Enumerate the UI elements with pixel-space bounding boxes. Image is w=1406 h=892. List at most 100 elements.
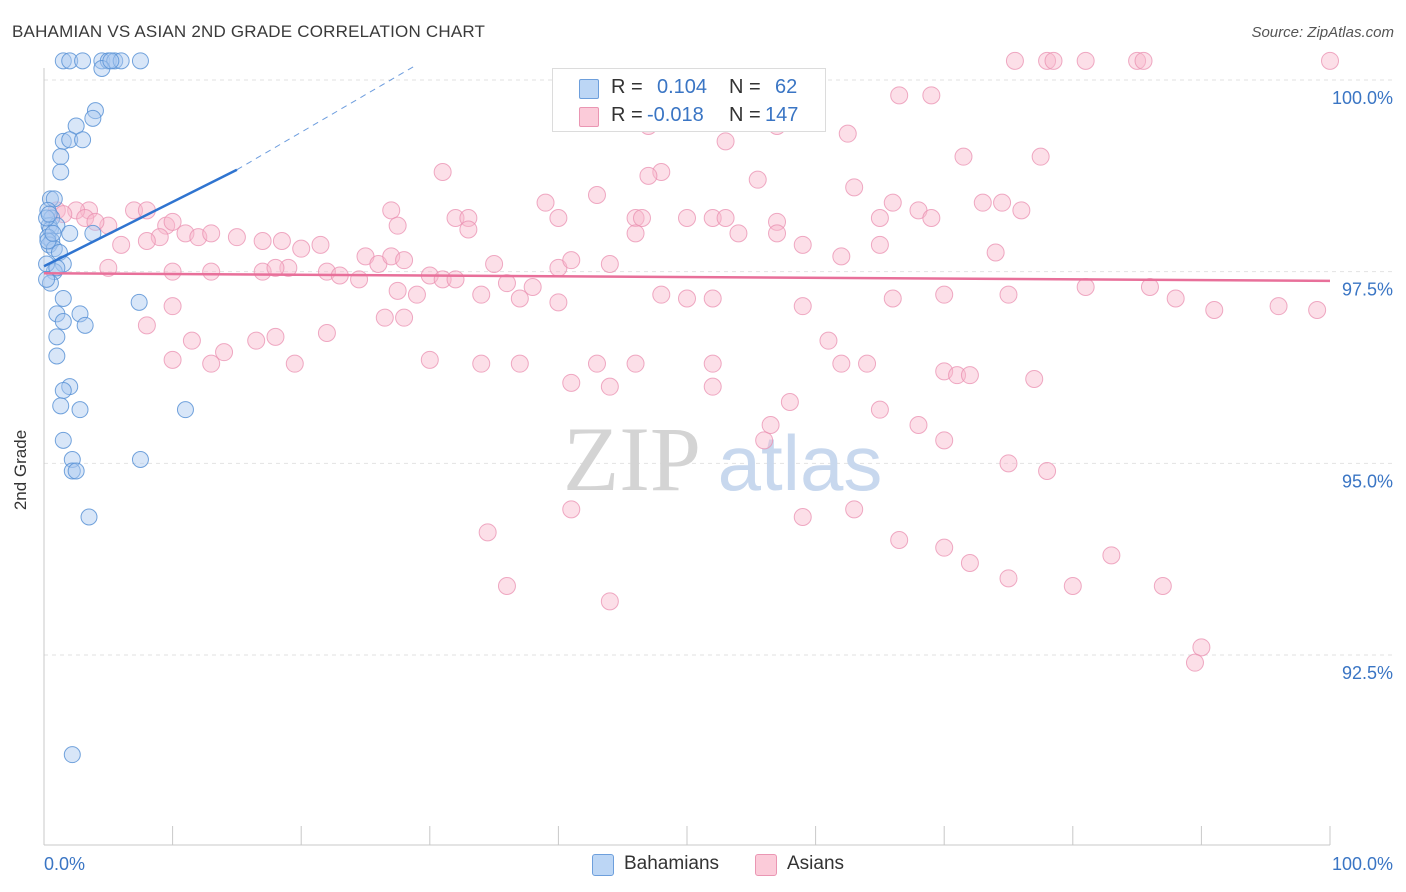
asians-swatch [579,107,599,127]
asians-point [497,274,516,293]
asians-point [973,193,992,212]
asians-point [652,285,671,304]
asians-point [960,366,979,385]
bahamians-point [52,148,70,166]
asians-point [832,247,851,266]
asians-trend-line [43,271,1331,283]
asians-point [626,209,645,227]
asians-point [472,285,491,304]
asians-point [793,297,812,316]
asians-point [137,201,156,220]
asians-point [459,220,478,239]
asians-point [587,186,606,204]
asians-point [793,508,812,526]
asians-point [549,293,568,312]
y-tick-label: 97.5% [1342,280,1393,300]
asians-point [1044,51,1063,70]
asians-point [703,289,722,308]
bahamians-point [61,52,79,70]
bahamians-point [61,131,79,149]
asians-point [819,331,838,350]
bahamians-point [74,52,92,70]
bahamians-trend-line [43,168,238,268]
asians-point [549,209,568,227]
asians-point [838,124,857,143]
asians-point [1192,638,1211,657]
legend-row-asians: R = -0.018 N = 147 [553,101,825,129]
asians-point [716,132,735,151]
bahamians-legend-swatch [592,854,614,876]
asians-point [311,235,330,254]
bahamians-point [54,52,72,70]
asians-point [587,354,606,373]
bahamians-point [54,290,72,307]
asians-point [497,577,516,595]
asians-point [890,86,909,105]
asians-point [845,178,864,197]
asians-point [883,193,902,212]
asians-point [272,232,291,250]
asians-point [922,86,941,105]
asians-point [1025,370,1044,388]
asians-point [76,209,95,227]
bahamians-point [44,224,62,242]
asians-point [1128,51,1147,70]
bahamians-point [40,205,58,223]
source-label: Source: ZipAtlas.com [1251,24,1394,41]
asians-point [832,354,851,373]
asians-point [253,232,272,250]
legend-r-value: 0.104 [657,76,708,98]
asians-point [993,193,1012,212]
asians-point [678,209,696,227]
asians-point [446,209,465,227]
asians-point [1076,278,1095,296]
asians-point [1153,577,1172,595]
asians-point [562,500,581,519]
legend-n-value: 147 [765,104,799,126]
asians-point [395,251,414,270]
y-tick-label: 100.0% [1332,88,1393,108]
asians-point [562,373,581,392]
asians-point [485,255,504,273]
x-tick-label: 100.0% [1332,854,1393,874]
asians-point [388,216,407,235]
asians-point [999,454,1018,473]
asians-point [247,331,266,350]
asians-point [99,258,118,277]
legend-n-label: N = [729,76,761,98]
trend-lines [43,64,1331,283]
asians-point [163,262,182,281]
asians-point [986,243,1005,262]
asians-legend-label: Asians [787,853,845,874]
bahamians-point [176,401,194,419]
asians-legend-swatch [755,854,777,876]
asians-points [47,51,1339,672]
correlation-legend: R = 0.104 N = 62 R = -0.018 N = 147 [552,68,826,132]
asians-point [125,201,144,220]
asians-point [472,354,491,373]
bahamians-point [71,401,89,419]
asians-point [793,235,812,254]
asians-point [870,400,889,419]
legend-r-label: R = [611,76,643,98]
asians-point [1038,51,1057,70]
asians-point [510,289,529,308]
chart-title: BAHAMIAN VS ASIAN 2ND GRADE CORRELATION … [12,22,486,41]
bahamians-point [54,431,72,449]
asians-point [626,224,645,243]
asians-point [703,209,722,227]
asians-point [433,163,452,181]
asians-point [163,212,182,231]
watermark-zip: ZIP [563,408,701,510]
asians-point [86,212,105,231]
asians-point [1140,278,1159,296]
y-tick-label: 95.0% [1342,471,1393,491]
asians-point [202,224,221,243]
bahamians-point [54,313,72,330]
asians-point [1185,653,1204,672]
asians-point [890,531,909,549]
bahamians-point [74,131,92,149]
tick-labels: 100.0% 97.5% 95.0% 92.5% 0.0% 100.0% [44,88,1393,874]
asians-point [935,431,954,450]
